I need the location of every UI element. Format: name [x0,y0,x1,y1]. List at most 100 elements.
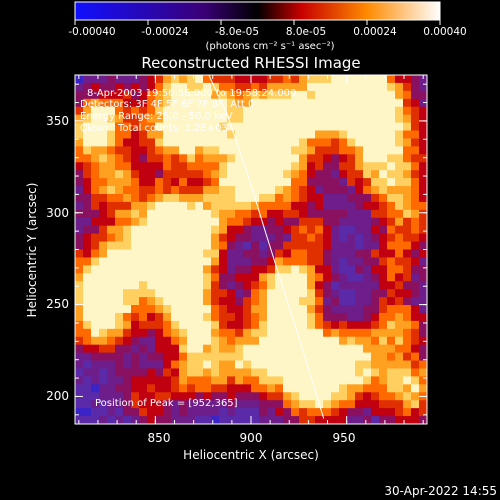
heatmap-cell [347,305,356,314]
heatmap-cell [403,281,412,290]
heatmap-cell [395,138,404,147]
heatmap-cell [203,130,212,140]
heatmap-cell [275,257,284,266]
heatmap-cell [123,384,132,393]
heatmap-cell [75,297,84,306]
heatmap-cell [235,312,244,322]
heatmap-cell [379,281,388,290]
heatmap-cell [411,233,420,243]
heatmap-cell [171,320,180,330]
heatmap-cell [307,82,316,92]
heatmap-cell [91,289,100,298]
heatmap-cell [283,360,292,370]
heatmap-cell [187,249,196,259]
heatmap-cell [107,90,116,100]
heatmap-cell [211,225,220,235]
heatmap-cell [395,170,404,179]
heatmap-cell [339,273,348,282]
heatmap-cell [283,368,292,378]
heatmap-cell [387,98,396,108]
heatmap-cell [75,360,84,370]
heatmap-cell [363,217,372,227]
heatmap-cell [107,233,116,243]
heatmap-cell [227,400,236,409]
heatmap-cell [251,154,260,163]
heatmap-cell [187,106,196,116]
heatmap-cell [131,320,140,330]
heatmap-cell [171,138,180,147]
heatmap-cell [179,305,188,314]
heatmap-cell [251,122,260,132]
heatmap-cell [123,154,132,163]
heatmap-cell [307,265,316,274]
heatmap-cell [299,320,308,330]
heatmap-cell [115,170,124,179]
heatmap-cell [235,241,244,251]
heatmap-cell [211,368,220,378]
heatmap-cell [267,384,276,393]
heatmap-cell [235,352,244,362]
heatmap-cell [227,265,236,274]
heatmap-cell [115,392,124,401]
heatmap-cell [195,360,204,370]
heatmap-cell [75,249,84,259]
heatmap-cell [187,178,196,187]
heatmap-cell [275,249,284,259]
heatmap-cell [291,217,300,227]
heatmap-cell [363,98,372,108]
heatmap-cell [323,297,332,306]
heatmap-cell [179,384,188,393]
heatmap-cell [275,75,284,84]
heatmap-cell [363,400,372,409]
heatmap-cell [195,193,204,203]
heatmap-cell [179,336,188,346]
heatmap-cell [147,170,156,179]
heatmap-cell [195,130,204,140]
heatmap-cell [139,384,148,393]
heatmap-cell [363,376,372,385]
heatmap-cell [403,98,412,108]
heatmap-cell [211,162,220,171]
heatmap-cell [171,400,180,409]
heatmap-cell [307,186,316,195]
heatmap-cell [163,201,172,211]
heatmap-cell [259,82,268,92]
heatmap-cell [163,368,172,378]
heatmap-cell [139,265,148,274]
heatmap-cell [403,90,412,100]
heatmap-cell [379,312,388,322]
heatmap-cell [411,82,420,92]
heatmap-cell [307,281,316,290]
y-tick-label: 200 [46,389,69,403]
heatmap-cell [323,320,332,330]
heatmap-cell [123,344,132,354]
heatmap-cell [395,297,404,306]
heatmap-cell [411,408,420,417]
heatmap-cell [379,273,388,282]
heatmap-cell [75,273,84,282]
heatmap-cell [195,416,204,424]
heatmap-cell [419,217,427,227]
heatmap-cell [99,352,108,362]
heatmap-cell [171,384,180,393]
heatmap-cell [187,193,196,203]
heatmap-cell [339,138,348,147]
heatmap-cell [387,384,396,393]
heatmap-cell [299,90,308,100]
heatmap-cell [163,106,172,116]
heatmap-cell [267,178,276,187]
heatmap-cell [323,233,332,243]
heatmap-cell [379,130,388,140]
heatmap-cell [355,336,364,346]
heatmap-cell [83,312,92,322]
heatmap-cell [419,289,427,298]
heatmap-cell [107,289,116,298]
heatmap-cell [323,336,332,346]
heatmap-cell [155,122,164,132]
heatmap-cell [235,289,244,298]
heatmap-cell [267,201,276,211]
y-tick-label: 350 [46,114,69,128]
heatmap-cell [379,257,388,266]
heatmap-cell [419,178,427,187]
heatmap-cell [123,392,132,401]
